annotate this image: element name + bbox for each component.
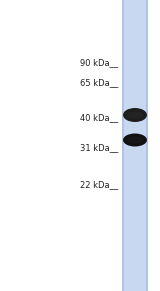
Text: 31 kDa__: 31 kDa__ <box>80 143 118 152</box>
Bar <box>122 0 124 291</box>
Text: 90 kDa__: 90 kDa__ <box>80 58 118 68</box>
Ellipse shape <box>127 137 143 143</box>
Text: 22 kDa__: 22 kDa__ <box>80 180 118 189</box>
Text: 40 kDa__: 40 kDa__ <box>80 113 118 123</box>
Bar <box>146 0 148 291</box>
Ellipse shape <box>123 134 147 146</box>
Bar <box>122 0 148 291</box>
Text: 65 kDa__: 65 kDa__ <box>80 79 118 88</box>
Ellipse shape <box>127 111 143 118</box>
Ellipse shape <box>123 108 147 122</box>
